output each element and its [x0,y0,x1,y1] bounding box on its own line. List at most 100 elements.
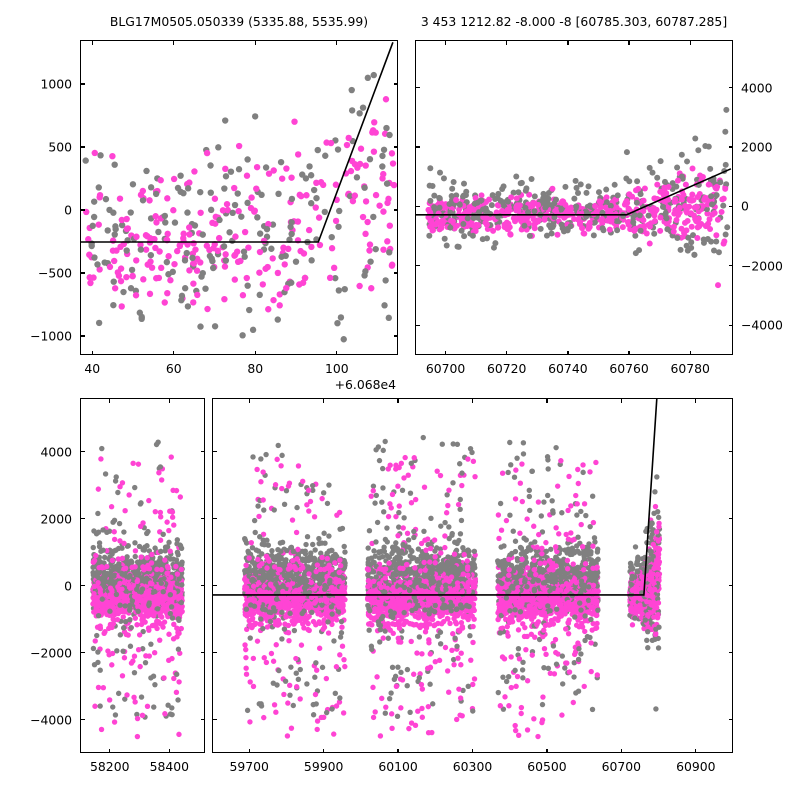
y-tick-mark [728,146,733,148]
y-tick-mark [200,584,205,587]
y-tick-mark [393,83,398,85]
x-tick-label: 60900 [676,759,716,774]
x-tick-label: 60700 [601,759,642,774]
x-tick-label: 60500 [527,759,567,774]
x-tick-mark [91,40,93,45]
x-tick-label: 60720 [487,361,527,376]
y-tick-label: 4000 [40,444,72,460]
bottom-right-plot-area [213,399,732,752]
y-tick-mark [415,205,420,208]
x-tick-mark [620,748,622,753]
y-tick-mark [80,209,85,211]
top-left-panel-title: BLG17M0505.050339 (5335.88, 5535.99) [109,14,369,29]
x-tick-mark [506,40,508,45]
x-tick-mark [689,350,691,355]
x-tick-mark [397,398,399,403]
x-tick-label: 58400 [149,759,189,774]
y-tick-mark [212,718,217,721]
y-tick-mark [728,205,733,208]
y-tick-mark [80,584,85,587]
x-tick-label: 60 [165,361,182,376]
y-tick-mark [80,517,85,520]
y-tick-mark [80,450,85,453]
y-tick-label: 0 [64,202,72,218]
x-tick-mark [322,748,325,753]
x-tick-mark [109,748,111,753]
top-left-scatter-layer [81,42,397,343]
x-tick-mark [546,748,548,753]
x-tick-mark [168,398,170,403]
y-tick-label: 2000 [741,139,773,155]
y-tick-mark [393,272,398,274]
x-tick-label: 60700 [425,361,466,376]
x-tick-mark [444,350,447,355]
top-right-panel-title: 3 453 1212.82 -8.000 -8 [60785.303, 6078… [420,14,728,29]
x-tick-mark [173,350,175,355]
y-tick-mark [80,335,85,337]
y-tick-mark [212,651,217,654]
y-tick-mark [80,83,85,85]
y-tick-mark [200,517,205,520]
y-tick-mark [728,86,733,89]
x-tick-mark [336,40,338,45]
y-tick-mark [200,651,205,654]
x-tick-mark [248,398,250,403]
y-tick-mark [212,450,217,453]
x-tick-label: 60740 [548,361,588,376]
x-tick-mark [168,748,170,753]
y-tick-label: −4000 [30,712,72,727]
y-tick-mark [80,272,85,274]
y-tick-mark [80,718,85,721]
y-tick-mark [80,651,85,654]
bottom-panel-right-segment [212,398,733,753]
y-tick-mark [728,265,733,267]
top-right-panel [415,40,733,355]
x-tick-mark [471,398,474,403]
x-tick-mark [620,398,622,403]
x-tick-mark [173,40,175,45]
x-tick-mark [397,748,399,753]
x-axis-offset-label: +6.068e4 [334,377,396,392]
y-tick-mark [415,265,420,267]
x-tick-label: 60760 [609,361,649,376]
x-tick-mark [689,40,691,45]
x-tick-mark [506,350,508,355]
x-tick-mark [336,350,338,355]
y-tick-label: 500 [48,139,72,155]
y-tick-label: 0 [64,578,72,594]
y-tick-label: −2000 [741,258,783,274]
y-tick-mark [728,651,733,654]
x-tick-mark [254,40,256,45]
y-tick-mark [200,450,205,453]
y-tick-mark [212,517,217,520]
y-tick-mark [415,86,420,89]
top-left-plot-area [81,41,397,354]
x-tick-mark [546,398,548,403]
x-tick-label: 59900 [303,759,344,774]
x-tick-mark [695,748,697,753]
y-tick-mark [212,584,217,587]
x-tick-label: 60780 [670,361,710,376]
y-tick-mark [200,718,205,721]
x-tick-mark [695,398,697,403]
x-tick-mark [567,350,569,355]
y-tick-label: 1000 [40,76,72,92]
x-tick-label: 60300 [452,759,493,774]
y-tick-label: −1000 [30,328,72,344]
top-right-scatter-layer [416,106,732,289]
x-tick-label: 58200 [90,759,130,774]
x-tick-mark [248,748,250,753]
y-tick-mark [728,584,733,587]
y-tick-mark [415,146,420,148]
y-tick-mark [393,146,398,148]
x-tick-mark [628,40,630,45]
bottom-right-scatter-layer [213,399,663,740]
bottom-left-plot-area [81,399,204,752]
y-tick-label: −500 [37,265,72,281]
y-tick-mark [728,517,733,520]
x-tick-mark [254,350,256,355]
y-tick-mark [728,324,733,326]
x-tick-mark [444,40,447,45]
y-tick-mark [415,324,420,326]
x-tick-label: 59700 [229,759,269,774]
